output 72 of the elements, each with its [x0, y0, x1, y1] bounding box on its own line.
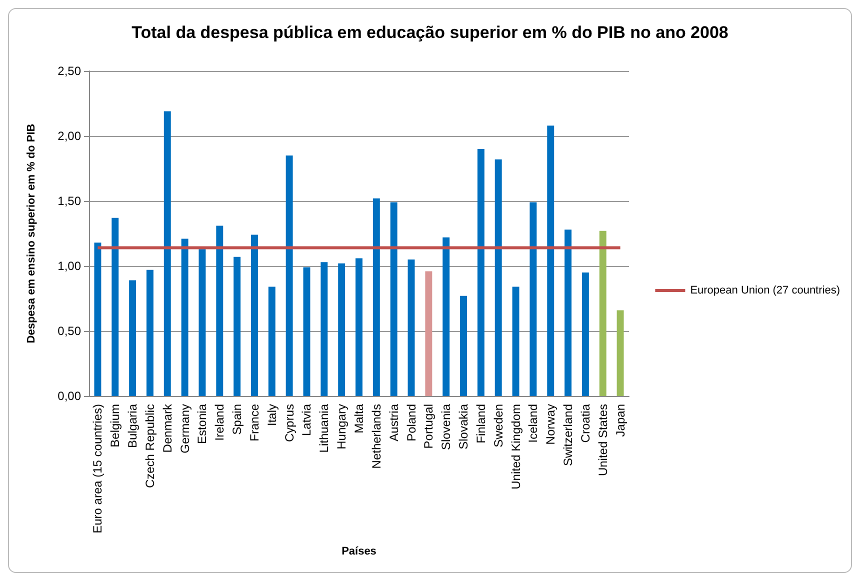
bar: [530, 202, 537, 396]
x-tick-label: Portugal: [422, 404, 436, 449]
legend-label: European Union (27 countries): [690, 284, 840, 296]
x-tick-label: Austria: [386, 404, 401, 442]
bar: [372, 198, 380, 396]
bar: [198, 249, 206, 396]
x-tick-label: Czech Republic: [142, 404, 157, 488]
x-tick-label: United States: [596, 404, 610, 476]
bar: [320, 262, 328, 396]
x-tick-label: Hungary: [334, 404, 349, 450]
bar: [251, 234, 258, 396]
bar: [494, 159, 502, 396]
bar: [181, 238, 188, 396]
y-axis-title: Despesa em ensino superior em % do PIB: [26, 124, 38, 344]
x-tick-label: Poland: [404, 404, 418, 442]
bar: [303, 267, 310, 396]
bar: [582, 272, 589, 396]
x-tick-label: Spain: [230, 404, 244, 435]
x-axis-title: Países: [342, 546, 376, 558]
x-tick-label: Bulgaria: [126, 404, 140, 448]
y-tick-label: 0,50: [58, 324, 82, 338]
x-tick-label: Croatia: [578, 404, 592, 443]
x-tick-label: Germany: [178, 404, 192, 454]
x-tick-label: Norway: [544, 404, 558, 445]
x-tick-label: Japan: [613, 404, 628, 437]
bar: [477, 149, 484, 396]
bar: [599, 230, 606, 396]
bar: [129, 280, 136, 396]
y-tick-label: 0,00: [58, 389, 82, 403]
x-tick-label: Iceland: [526, 404, 540, 443]
x-tick-label: Slovakia: [456, 404, 471, 450]
bar: [164, 111, 171, 396]
bar: [564, 230, 572, 396]
y-tick-label: 2,50: [58, 64, 82, 78]
bar: [268, 286, 276, 396]
bar: [512, 286, 520, 396]
x-tick-label: Finland: [474, 404, 488, 444]
x-tick-label: Estonia: [195, 404, 210, 444]
x-tick-label: Sweden: [491, 404, 506, 448]
x-tick-label: Switzerland: [561, 404, 576, 466]
x-tick-label: Euro area (15 countries): [90, 404, 105, 534]
x-tick-label: Belgium: [108, 404, 122, 448]
x-tick-label: France: [247, 404, 262, 442]
bar: [460, 296, 467, 396]
x-tick-label: Lithuania: [317, 404, 332, 453]
chart-title: Total da despesa pública em educação superior em % do PIB no ano 2008: [132, 23, 728, 42]
x-tick-label: Malta: [352, 404, 366, 434]
x-tick-label: Cyprus: [282, 404, 296, 442]
bar: [94, 242, 102, 396]
bar: [425, 271, 432, 396]
x-tick-label: Netherlands: [369, 404, 384, 469]
bar: [547, 126, 554, 396]
x-tick-label: Slovenia: [439, 404, 454, 450]
bar: [408, 260, 415, 396]
bar: [112, 218, 119, 396]
bar: [234, 256, 241, 396]
bar: [390, 202, 398, 396]
y-tick-label: 1,00: [58, 259, 82, 273]
bar: [286, 156, 293, 396]
bar: [216, 226, 224, 396]
x-tick-label: Latvia: [300, 404, 314, 436]
bar: [442, 237, 450, 396]
bar: [338, 263, 346, 396]
x-tick-label: Ireland: [212, 404, 227, 441]
bar: [356, 258, 362, 396]
y-tick-label: 1,50: [58, 194, 82, 208]
x-tick-label: Italy: [264, 404, 279, 426]
y-tick-label: 2,00: [58, 129, 82, 143]
bar: [146, 270, 154, 396]
x-tick-label: United Kingdom: [508, 404, 523, 490]
bar: [616, 310, 624, 396]
x-tick-label: Denmark: [160, 403, 174, 453]
